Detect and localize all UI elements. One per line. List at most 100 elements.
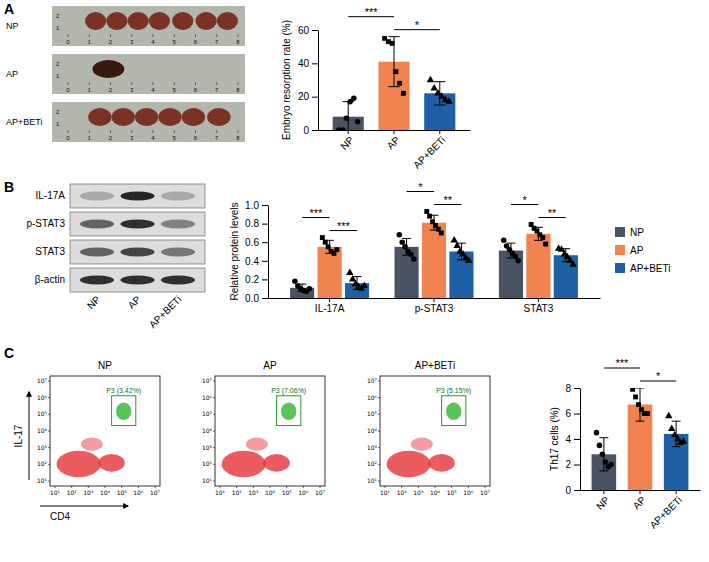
tick: 20 (298, 91, 318, 102)
blot-band (80, 248, 114, 257)
ruler-tick (174, 82, 175, 85)
ruler-tick (153, 130, 154, 133)
flow-tick-label: 10¹ (215, 489, 226, 496)
cell-cluster (222, 451, 266, 477)
data-point (543, 242, 548, 247)
flow-tick (320, 486, 321, 488)
y-axis-title: Th17 cells (%) (549, 407, 560, 471)
ruler-label: 3 (130, 135, 134, 141)
tick-mark (262, 298, 268, 299)
tick-mark (262, 224, 268, 225)
photo (52, 54, 245, 94)
blot-band (121, 220, 155, 229)
tick-label: 0.6 (245, 237, 259, 248)
ruler-label: 6 (194, 87, 198, 93)
error-bar (343, 102, 354, 130)
cell-cluster (98, 454, 124, 472)
flow-tick (253, 486, 254, 488)
tick-label: 4 (565, 434, 571, 445)
data-point (320, 235, 325, 240)
ruler-tick (195, 82, 196, 85)
flow-tick-label: 10² (397, 489, 408, 496)
tick: AP (631, 490, 648, 511)
flow-tick (213, 481, 215, 482)
flow-tick (451, 486, 452, 488)
flow-tick-label: 10⁴ (100, 489, 111, 496)
gated-cells (446, 402, 461, 420)
data-point (307, 286, 313, 292)
chart: 0204060NPAPAP+BETiEmbryo resorption rate… (281, 6, 470, 171)
photo (52, 102, 245, 142)
y-axis: 0.00.20.40.60.81.0 (245, 200, 268, 304)
tick-mark (574, 490, 580, 491)
flow-tick-label: 10⁶ (133, 489, 144, 496)
flow-tick (485, 486, 486, 488)
blot-row-label: STAT3 (35, 246, 65, 257)
ruler-label: 5 (173, 87, 177, 93)
flow-tick (378, 414, 380, 415)
chart: 02468NPAPAP+BETiTh17 cells (%)**** (549, 357, 701, 531)
bar (318, 247, 342, 298)
data-point (427, 76, 434, 82)
flow-tick (213, 431, 215, 432)
flow-tick (435, 486, 436, 488)
flow-tick-label: 10⁵ (202, 410, 213, 417)
data-point (603, 459, 609, 465)
data-point (401, 91, 406, 96)
flow-x-label: CD4 (50, 511, 70, 522)
data-point (465, 257, 472, 263)
y-axis-title: Embryo resorption rate (%) (281, 20, 292, 140)
ruler-label: 7 (215, 39, 219, 45)
flow-tick (213, 414, 215, 415)
flow-tick-label: 10⁷ (480, 489, 491, 496)
chart: 0.00.20.40.60.81.0IL-17Ap-STAT3STAT3Rela… (229, 181, 671, 315)
ruler-tick (195, 34, 196, 37)
data-point (665, 412, 672, 418)
tick-mark (434, 298, 435, 302)
flow-frame (380, 376, 490, 486)
flow-tick-label: 10⁶ (298, 489, 309, 496)
x-axis: NPAPAP+BETi (319, 130, 471, 171)
tick: 0.4 (245, 255, 268, 266)
flow-tick (378, 464, 380, 465)
tick-label: 6 (565, 408, 571, 419)
flow-tick (213, 447, 215, 448)
tick-label: AP (631, 494, 648, 511)
ruler-tick (89, 34, 90, 37)
tick: 0.2 (245, 274, 268, 285)
tick-label: NP (594, 494, 612, 512)
embryo (106, 12, 127, 30)
embryo (128, 12, 149, 30)
embryo (112, 108, 135, 126)
tick-mark (574, 439, 580, 440)
legend-swatch (615, 263, 625, 273)
panel-letter: A (4, 1, 14, 17)
blot-row: STAT3 (35, 240, 205, 264)
error-bar (636, 388, 645, 421)
tick-mark (574, 414, 580, 415)
flow-tick (88, 486, 89, 488)
tick: IL-17A (315, 298, 345, 314)
tick-label: 2 (565, 459, 571, 470)
ruler-tick (131, 34, 132, 37)
blot-row-label: β-actin (35, 274, 65, 285)
gate-label: P3 (7.06%) (271, 387, 306, 395)
tick-label: NP (338, 134, 356, 152)
gate-label: P3 (5.15%) (436, 387, 471, 395)
tick: 60 (298, 25, 318, 36)
flow-tick (48, 431, 50, 432)
blot-row: IL-17A (36, 184, 205, 208)
blot-row-label: IL-17A (36, 190, 66, 201)
flow-frame (50, 376, 160, 486)
tick-mark (640, 490, 641, 494)
photo (52, 6, 245, 46)
tick-mark (348, 130, 349, 134)
ruler-label: 1 (88, 135, 92, 141)
tick: NP (338, 130, 356, 152)
tick-label: p-STAT3 (415, 303, 454, 314)
data-point (340, 127, 346, 130)
error-bar-line (636, 388, 645, 421)
ruler-label: 5 (173, 39, 177, 45)
ruler-tick (110, 34, 111, 37)
bar (526, 234, 550, 298)
